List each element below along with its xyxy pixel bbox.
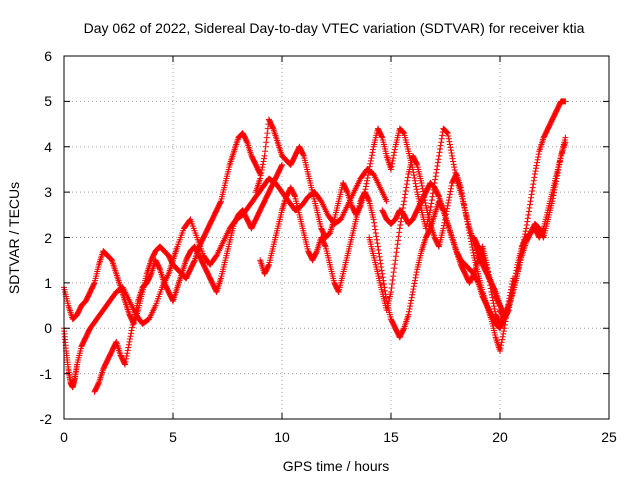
chart-title: Day 062 of 2022, Sidereal Day-to-day VTE… xyxy=(84,20,585,36)
x-tick-label-5: 5 xyxy=(169,429,177,445)
series-s9-points xyxy=(497,139,569,323)
y-tick-label-5: 5 xyxy=(44,93,52,109)
series-s6-points xyxy=(366,152,517,354)
y-tick-label-2: 2 xyxy=(44,230,52,246)
y-tick-label-1: 1 xyxy=(44,275,52,291)
y-tick-label-neg2: -2 xyxy=(40,411,53,427)
x-tick-label-10: 10 xyxy=(274,429,290,445)
x-tick-label-25: 25 xyxy=(601,429,617,445)
x-tick-labels: 0 5 10 15 20 25 xyxy=(60,429,617,445)
y-tick-label-neg1: -1 xyxy=(40,366,53,382)
y-tick-label-6: 6 xyxy=(44,48,52,64)
y-tick-labels: -2 -1 0 1 2 3 4 5 6 xyxy=(40,48,53,427)
x-tick-label-15: 15 xyxy=(383,429,399,445)
series-s8-points xyxy=(470,98,569,318)
y-tick-label-0: 0 xyxy=(44,320,52,336)
x-tick-label-0: 0 xyxy=(60,429,68,445)
y-tick-label-3: 3 xyxy=(44,184,52,200)
x-tick-label-20: 20 xyxy=(492,429,508,445)
y-axis-label: SDTVAR / TECUs xyxy=(6,182,22,294)
data-points xyxy=(61,98,569,395)
y-tick-label-4: 4 xyxy=(44,139,52,155)
plot-frame xyxy=(63,55,610,420)
series-s3-points xyxy=(91,161,285,395)
x-axis-label: GPS time / hours xyxy=(283,458,390,474)
